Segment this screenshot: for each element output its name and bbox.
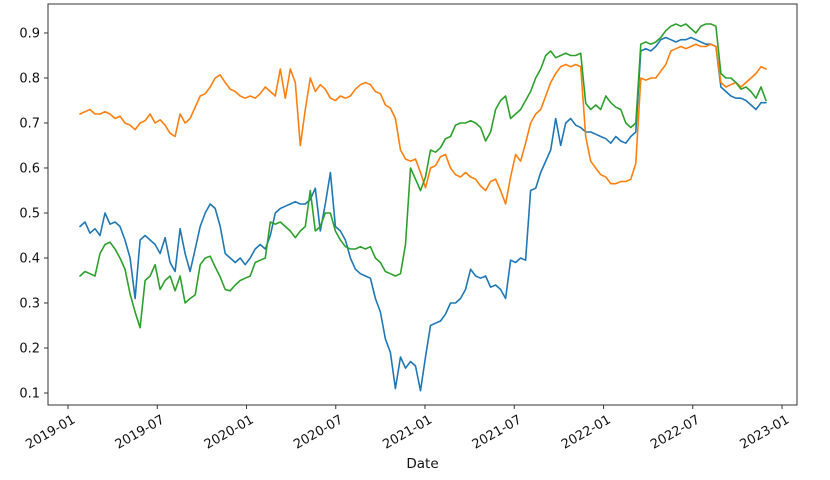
y-tick-label: 0.4 [19, 251, 40, 266]
y-tick-label: 0.1 [19, 386, 40, 401]
x-tick-label: 2023-01 [737, 412, 792, 452]
x-tick-label: 2021-01 [380, 412, 435, 452]
x-tick-label: 2022-01 [559, 412, 614, 452]
x-tick-label: 2019-07 [113, 412, 168, 452]
x-tick-label: 2020-07 [291, 412, 346, 452]
x-tick-label: 2022-07 [648, 412, 703, 452]
x-tick-label: 2019-01 [23, 412, 78, 452]
y-tick-label: 0.5 [19, 206, 40, 221]
x-tick-label: 2021-07 [470, 412, 525, 452]
y-tick-label: 0.7 [19, 116, 40, 131]
x-axis-label: Date [406, 456, 439, 472]
series-orange-line [79, 43, 767, 205]
x-tick-label: 2020-01 [202, 412, 257, 452]
series-green-line [79, 23, 767, 329]
y-tick-label: 0.6 [19, 161, 40, 176]
plot-area [47, 3, 798, 406]
y-tick-label: 0.9 [19, 26, 40, 41]
y-tick-label: 0.8 [19, 71, 40, 86]
y-tick-label: 0.3 [19, 296, 40, 311]
y-tick-label: 0.2 [19, 341, 40, 356]
series-blue-line [79, 36, 767, 392]
